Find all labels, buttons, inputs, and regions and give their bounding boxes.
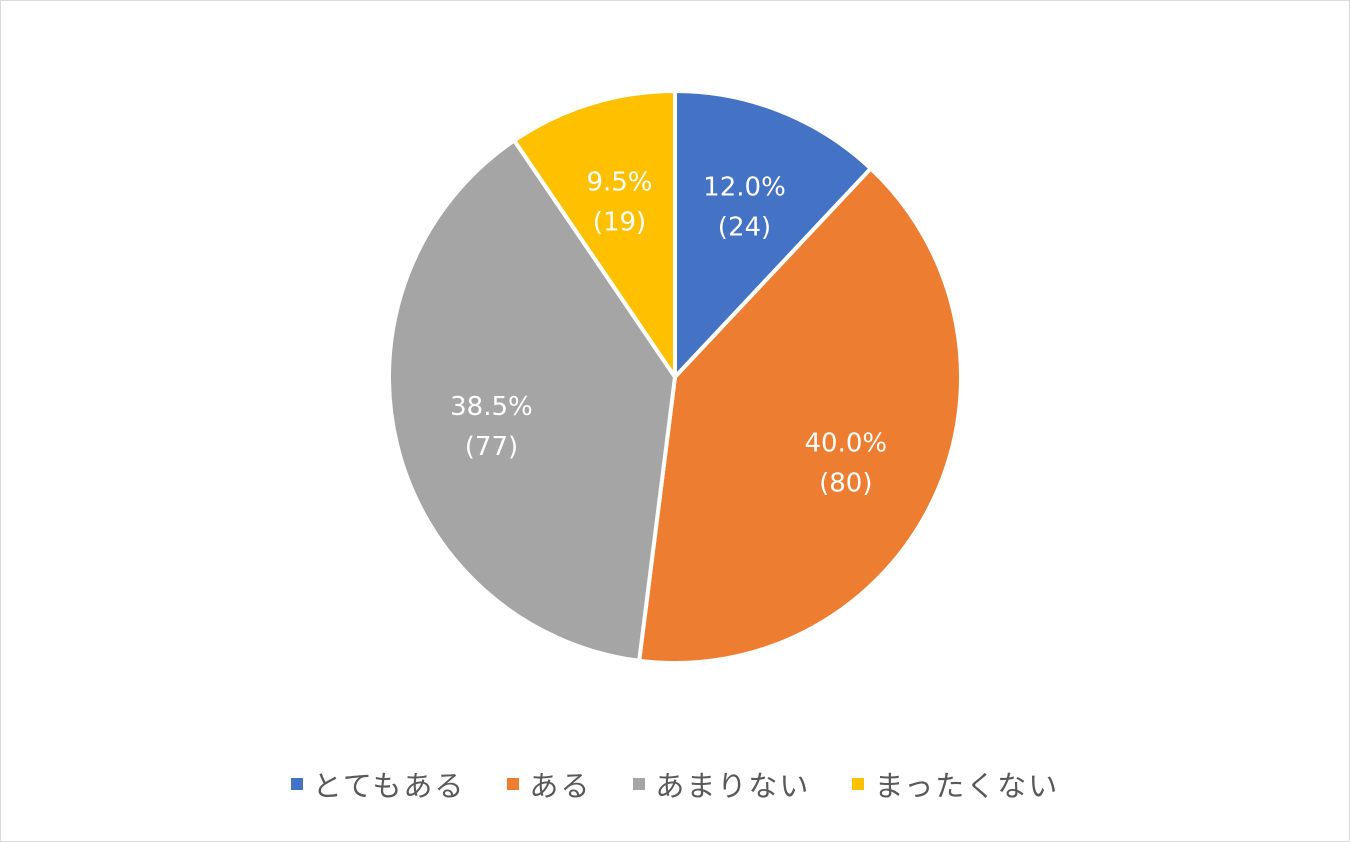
legend-item-totemoaru: とてもある	[290, 763, 466, 805]
data-label-percent: 40.0%	[804, 428, 887, 458]
legend-item-aru: ある	[507, 763, 591, 805]
legend-label: ある	[529, 769, 592, 803]
legend: とてもある ある あまりない まったくない	[0, 760, 1350, 808]
data-label-count: (19)	[593, 208, 646, 238]
pie-slice-3	[512, 89, 677, 379]
data-label-percent: 9.5%	[586, 168, 652, 198]
legend-item-amarinai: あまりない	[633, 763, 810, 805]
legend-swatch	[507, 778, 520, 790]
pie-slice-2	[387, 138, 677, 663]
pie-slice-0	[673, 89, 873, 379]
legend-swatch	[290, 778, 303, 790]
pie-slice-1	[637, 166, 963, 665]
legend-label: あまりない	[655, 769, 811, 803]
legend-label: とてもある	[312, 769, 466, 803]
data-label-count: (77)	[465, 432, 518, 462]
legend-swatch	[852, 778, 865, 790]
legend-item-mattakunai: まったくない	[852, 763, 1059, 805]
data-label-count: (24)	[718, 212, 771, 242]
data-label-percent: 38.5%	[450, 392, 533, 422]
data-label-count: (80)	[819, 468, 872, 498]
data-label-percent: 12.0%	[703, 172, 786, 202]
legend-label: まったくない	[874, 769, 1060, 803]
legend-swatch	[633, 778, 646, 790]
